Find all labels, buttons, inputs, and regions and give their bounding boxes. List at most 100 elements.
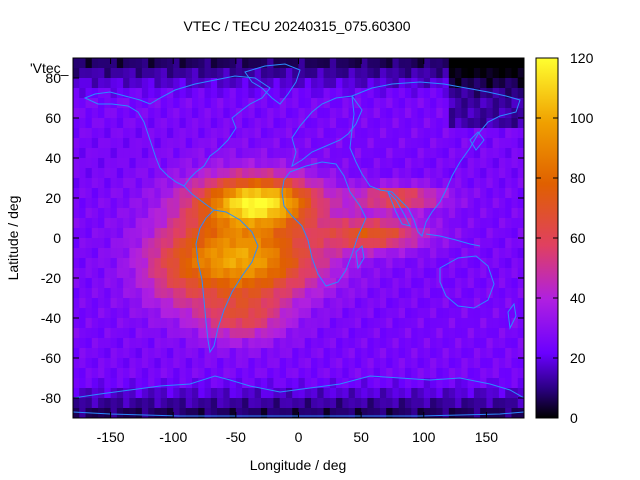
heatmap-cell bbox=[123, 408, 130, 418]
heatmap-cell bbox=[98, 348, 105, 359]
heatmap-cell bbox=[448, 288, 456, 299]
heatmap-cell bbox=[104, 318, 112, 329]
colorbar-tick-label: 20 bbox=[570, 350, 586, 366]
heatmap-cell bbox=[417, 368, 425, 379]
heatmap-cell bbox=[386, 398, 394, 409]
heatmap-cell bbox=[204, 178, 212, 189]
heatmap-cell bbox=[73, 98, 80, 109]
heatmap-cell bbox=[123, 368, 130, 379]
heatmap-cell bbox=[298, 58, 306, 69]
heatmap-cell bbox=[204, 228, 212, 239]
heatmap-cell bbox=[367, 108, 375, 119]
heatmap-cell bbox=[386, 288, 394, 299]
heatmap-cell bbox=[486, 368, 494, 379]
heatmap-cell bbox=[116, 398, 124, 409]
heatmap-cell bbox=[404, 378, 412, 389]
heatmap-cell bbox=[379, 188, 387, 199]
heatmap-cell bbox=[505, 328, 513, 339]
heatmap-cell bbox=[373, 348, 381, 359]
heatmap-cell bbox=[235, 228, 243, 239]
heatmap-cell bbox=[392, 238, 400, 249]
heatmap-cell bbox=[91, 318, 99, 329]
heatmap-cell bbox=[129, 148, 137, 159]
heatmap-cell bbox=[342, 238, 350, 249]
heatmap-cell bbox=[292, 208, 300, 219]
heatmap-cell bbox=[235, 138, 243, 149]
heatmap-cell bbox=[354, 218, 362, 229]
heatmap-cell bbox=[430, 368, 437, 379]
heatmap-cell bbox=[217, 128, 224, 139]
heatmap-cell bbox=[254, 118, 262, 129]
heatmap-cell bbox=[342, 68, 350, 79]
heatmap-cell bbox=[279, 258, 287, 269]
heatmap-cell bbox=[298, 218, 306, 229]
heatmap-cell bbox=[348, 88, 356, 99]
heatmap-cell bbox=[273, 328, 281, 339]
heatmap-cell bbox=[135, 268, 143, 279]
heatmap-cell bbox=[279, 58, 287, 69]
heatmap-cell bbox=[173, 128, 181, 139]
heatmap-cell bbox=[467, 218, 475, 229]
heatmap-cell bbox=[135, 408, 143, 418]
heatmap-cell bbox=[229, 328, 237, 339]
heatmap-cell bbox=[185, 78, 193, 89]
heatmap-cell bbox=[141, 318, 149, 329]
heatmap-cell bbox=[173, 258, 181, 269]
heatmap-cell bbox=[404, 238, 412, 249]
heatmap-cell bbox=[411, 298, 419, 309]
heatmap-cell bbox=[436, 218, 444, 229]
heatmap-cell bbox=[304, 308, 312, 319]
heatmap-cell bbox=[386, 58, 394, 69]
heatmap-cell bbox=[148, 158, 156, 169]
heatmap-cell bbox=[336, 308, 343, 319]
heatmap-cell bbox=[348, 308, 356, 319]
heatmap-cell bbox=[498, 78, 506, 89]
heatmap-cell bbox=[348, 198, 356, 209]
heatmap-cell bbox=[204, 298, 212, 309]
heatmap-cell bbox=[260, 378, 268, 389]
heatmap-cell bbox=[329, 258, 337, 269]
heatmap-cell bbox=[467, 368, 475, 379]
heatmap-cell bbox=[323, 318, 331, 329]
heatmap-cell bbox=[373, 108, 381, 119]
heatmap-cell bbox=[354, 348, 362, 359]
heatmap-cell bbox=[110, 328, 118, 339]
heatmap-cell bbox=[273, 148, 281, 159]
x-tick-label: -100 bbox=[159, 429, 187, 445]
heatmap-cell bbox=[329, 148, 337, 159]
heatmap-cell bbox=[317, 68, 325, 79]
heatmap-cell bbox=[248, 318, 256, 329]
heatmap-cell bbox=[386, 268, 394, 279]
heatmap-cell bbox=[285, 188, 293, 199]
heatmap-cell bbox=[323, 168, 331, 179]
heatmap-cell bbox=[123, 88, 130, 99]
heatmap-cell bbox=[116, 258, 124, 269]
heatmap-cell bbox=[304, 178, 312, 189]
heatmap-cell bbox=[267, 178, 275, 189]
heatmap-cell bbox=[123, 298, 130, 309]
heatmap-cell bbox=[254, 148, 262, 159]
heatmap-cell bbox=[386, 348, 394, 359]
heatmap-cell bbox=[461, 378, 469, 389]
heatmap-cell bbox=[486, 88, 494, 99]
heatmap-cell bbox=[79, 298, 87, 309]
heatmap-cell bbox=[311, 398, 318, 409]
heatmap-cell bbox=[160, 218, 168, 229]
heatmap-cell bbox=[511, 328, 519, 339]
heatmap-cell bbox=[373, 368, 381, 379]
heatmap-cell bbox=[254, 388, 262, 399]
heatmap-cell bbox=[392, 358, 400, 369]
heatmap-cell bbox=[179, 238, 187, 249]
heatmap-cell bbox=[104, 288, 112, 299]
heatmap-cell bbox=[517, 368, 524, 379]
heatmap-cell bbox=[511, 138, 519, 149]
heatmap-cell bbox=[79, 248, 87, 259]
heatmap-cell bbox=[342, 188, 350, 199]
heatmap-cell bbox=[254, 258, 262, 269]
heatmap-cell bbox=[110, 288, 118, 299]
heatmap-cell bbox=[292, 138, 300, 149]
heatmap-cell bbox=[442, 408, 450, 418]
heatmap-cell bbox=[492, 118, 500, 129]
heatmap-cell bbox=[135, 98, 143, 109]
colorbar-tick-label: 0 bbox=[570, 410, 578, 426]
